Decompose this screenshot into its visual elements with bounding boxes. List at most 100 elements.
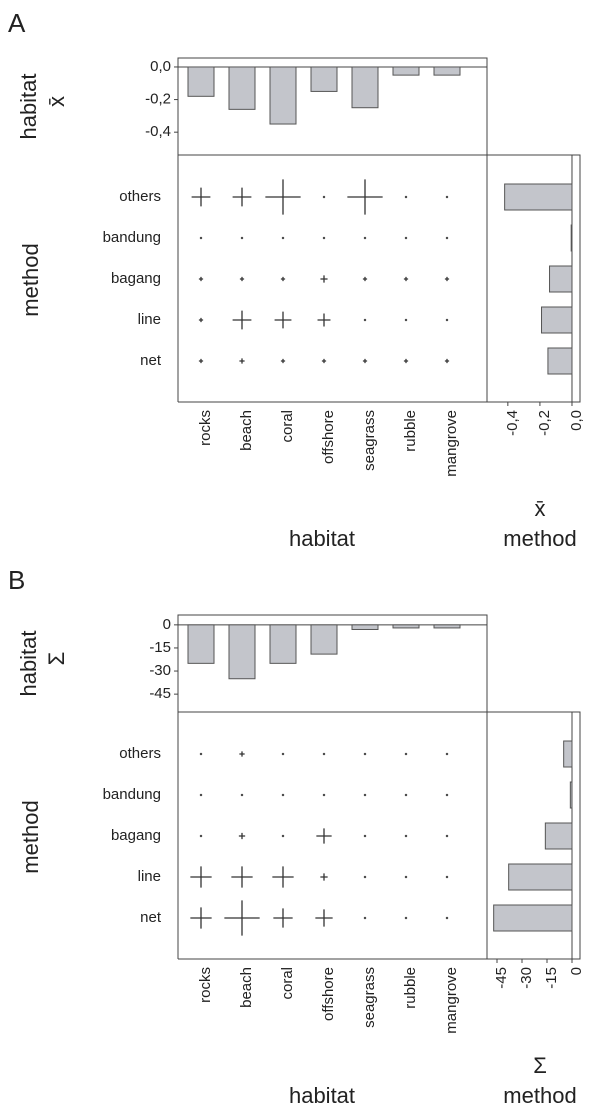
cross (274, 311, 292, 329)
cross (199, 793, 203, 797)
cross (322, 793, 326, 797)
cross (404, 752, 408, 756)
cross (363, 916, 367, 920)
x-tick-label: rocks (197, 410, 214, 446)
cross (240, 793, 244, 797)
bar (228, 624, 256, 680)
cross (445, 834, 449, 838)
y-axis-symbol: x̄ (44, 96, 69, 107)
row-label: bandung (103, 229, 161, 246)
bar (569, 781, 573, 809)
x-tick-label: mangrove (443, 410, 460, 477)
x-tick-label: offshore (320, 410, 337, 464)
row-label: net (140, 909, 162, 926)
bar (493, 904, 573, 932)
cross (273, 908, 293, 928)
cross (404, 195, 408, 199)
cross (190, 866, 212, 888)
cross (316, 828, 332, 844)
cross (199, 834, 203, 838)
x-tick-label: coral (279, 410, 296, 443)
cross (445, 318, 449, 322)
x-axis-title: method (503, 526, 576, 551)
cross (404, 236, 408, 240)
cross (322, 195, 326, 199)
cross (265, 179, 301, 215)
cross (444, 276, 450, 282)
cross (362, 276, 368, 282)
bar (563, 740, 573, 768)
x-tick-label: -30 (518, 967, 535, 989)
row-label: line (138, 868, 161, 885)
row-label: bagang (111, 270, 161, 287)
cross (224, 900, 260, 936)
x-tick-label: beach (238, 967, 255, 1008)
x-tick-label: -0,2 (536, 410, 553, 436)
bar (228, 66, 256, 110)
cross (322, 752, 326, 756)
bar (269, 66, 297, 125)
cross (404, 916, 408, 920)
cross (363, 875, 367, 879)
y-tick-label: -0,2 (145, 91, 171, 108)
bar (549, 265, 573, 293)
cross (232, 310, 252, 330)
row-label: others (119, 188, 161, 205)
cross (272, 866, 294, 888)
cross (198, 276, 204, 282)
x-tick-label: rubble (402, 967, 419, 1009)
bar (541, 306, 573, 334)
y-tick-label: -15 (149, 639, 171, 656)
panel-label: B (8, 565, 25, 595)
panel-label: A (8, 8, 26, 38)
cross (239, 751, 245, 757)
bar (508, 863, 573, 891)
cross (363, 236, 367, 240)
y-axis-title: method (18, 243, 43, 316)
x-tick-label: coral (279, 967, 296, 1000)
bar (570, 224, 573, 252)
y-axis-title: method (18, 800, 43, 873)
cross (363, 752, 367, 756)
cross (190, 907, 212, 929)
cross (445, 236, 449, 240)
plot-frame (177, 614, 488, 713)
plot-frame (486, 154, 581, 403)
cross (322, 236, 326, 240)
cross (444, 358, 450, 364)
x-tick-label: -45 (493, 967, 510, 989)
cross (445, 916, 449, 920)
cross (347, 179, 383, 215)
bar (187, 624, 215, 664)
bar (392, 624, 420, 629)
y-axis-title: habitat (16, 73, 41, 139)
cross (191, 187, 211, 207)
cross (317, 313, 331, 327)
y-tick-label: -45 (149, 685, 171, 702)
x-axis-title: habitat (289, 526, 355, 551)
cross (199, 752, 203, 756)
x-tick-label: offshore (320, 967, 337, 1021)
bar (544, 822, 573, 850)
x-tick-label: seagrass (361, 410, 378, 471)
cross (239, 358, 245, 364)
cross (320, 873, 328, 881)
cross (240, 236, 244, 240)
cross (281, 236, 285, 240)
x-tick-label: seagrass (361, 967, 378, 1028)
cross (445, 875, 449, 879)
cross (315, 909, 333, 927)
cross (198, 358, 204, 364)
cross (362, 358, 368, 364)
cross (199, 236, 203, 240)
bar (433, 66, 461, 76)
x-axis-symbol: Σ (533, 1053, 547, 1078)
y-tick-label: 0,0 (150, 58, 171, 75)
bar (310, 624, 338, 655)
x-axis-title: method (503, 1083, 576, 1104)
cross (363, 793, 367, 797)
x-axis-symbol: x̄ (535, 496, 546, 521)
x-tick-label: rocks (197, 967, 214, 1003)
cross (404, 318, 408, 322)
